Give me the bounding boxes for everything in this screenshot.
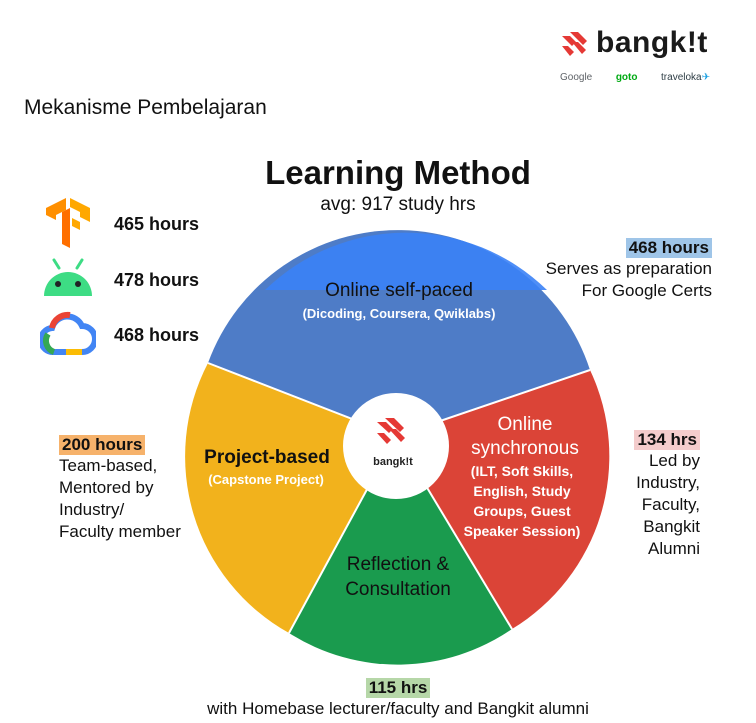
synchronous-detail-line1: (ILT, Soft Skills, (471, 463, 573, 479)
partner-logos: Google goto traveloka✈ (560, 72, 710, 83)
google-cloud-hours: 468 hours (114, 325, 200, 345)
android-icon (44, 258, 92, 296)
self-paced-note-line1: Serves as preparation (545, 259, 712, 278)
synchronous-note-line5: Alumni (648, 539, 700, 558)
synchronous-annotation: 134 hrs Led by Industry, Faculty, Bangki… (606, 430, 700, 560)
tensorflow-icon (46, 198, 90, 248)
center-bangkit-logo-icon (377, 418, 405, 444)
segment-self-paced-cap (265, 232, 547, 290)
diagram-title: Learning Method (265, 154, 531, 191)
project-note-line4: Faculty member (59, 522, 181, 541)
segment-synchronous (396, 370, 610, 629)
self-paced-note-line2: For Google Certs (581, 281, 712, 300)
tensorflow-hours: 465 hours (114, 214, 200, 234)
synchronous-note-line3: Faculty, (641, 495, 700, 514)
synchronous-label-line2: synchronous (471, 438, 579, 459)
bangkit-logo-mark-icon (562, 32, 587, 56)
synchronous-note-line4: Bangkit (643, 517, 700, 536)
diagram-center-circle (343, 393, 449, 499)
diagram-subtitle: avg: 917 study hrs (320, 194, 476, 215)
synchronous-hours-badge: 134 hrs (634, 430, 700, 450)
google-cloud-icon (40, 311, 96, 356)
reflection-hours-badge: 115 hrs (365, 678, 431, 698)
segment-project (185, 363, 396, 633)
android-hours: 478 hours (114, 270, 200, 290)
project-note-line2: Mentored by (59, 478, 154, 497)
synchronous-label-line1: Online (498, 414, 553, 435)
reflection-label-line1: Reflection & (347, 554, 450, 575)
partner-traveloka-logo: traveloka✈ (661, 72, 710, 83)
self-paced-label: Online self-paced (325, 280, 473, 301)
project-detail: (Capstone Project) (208, 472, 324, 487)
self-paced-hours-badge: 468 hours (625, 238, 712, 258)
self-paced-annotation: 468 hours Serves as preparation For Goog… (480, 238, 712, 302)
partner-google-logo: Google (560, 72, 593, 83)
project-note-line1: Team-based, (59, 456, 158, 475)
synchronous-detail-line3: Groups, Guest (473, 503, 571, 519)
project-label: Project-based (204, 447, 330, 468)
slide-title: Mekanisme Pembelajaran (24, 96, 267, 119)
synchronous-note-line2: Industry, (636, 473, 700, 492)
synchronous-detail-line4: Speaker Session) (464, 523, 581, 539)
synchronous-detail-line2: English, Study (473, 483, 570, 499)
reflection-note: with Homebase lecturer/faculty and Bangk… (207, 699, 589, 718)
partner-goto-logo: goto (615, 72, 638, 83)
segment-reflection (289, 436, 512, 665)
project-note-line3: Industry/ (59, 500, 125, 519)
reflection-label-line2: Consultation (345, 579, 451, 600)
self-paced-detail: (Dicoding, Coursera, Qwiklabs) (303, 306, 496, 321)
synchronous-note-line1: Led by (648, 451, 700, 470)
reflection-annotation: 115 hrs with Homebase lecturer/faculty a… (150, 678, 646, 720)
bangkit-logo-text: bangk!t (596, 26, 708, 59)
project-annotation: 200 hours Team-based, Mentored by Indust… (59, 435, 209, 543)
project-hours-badge: 200 hours (59, 435, 146, 455)
center-bangkit-text: bangk!t (373, 456, 413, 468)
